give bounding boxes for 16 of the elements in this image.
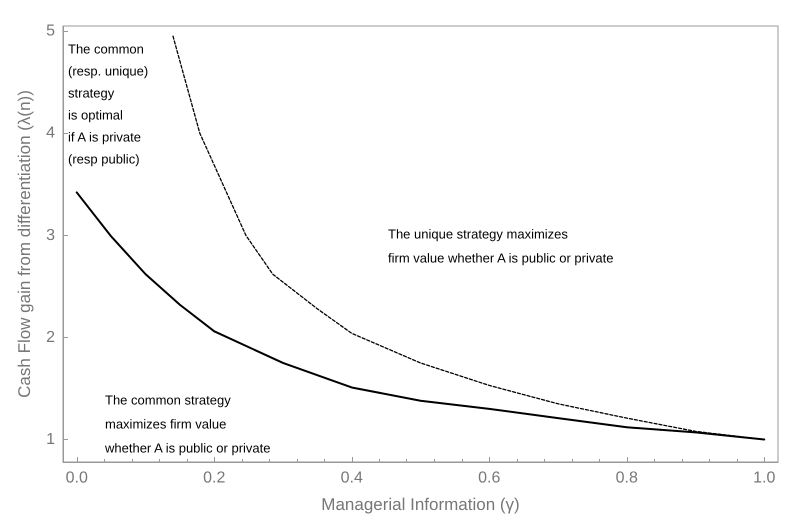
y-tick-label: 5 (46, 22, 56, 40)
x-tick-label: 0.8 (616, 470, 638, 486)
y-tick-label: 3 (46, 226, 56, 244)
y-tick-label: 1 (46, 431, 56, 448)
x-axis-title: Managerial Information (γ) (321, 495, 520, 514)
y-axis-title: Cash Flow gain from differentiation (λ(n)) (15, 90, 34, 398)
y-tick-label: 2 (46, 328, 56, 346)
annotation: The common strategy maximizes firm value whether A is public or private (104, 392, 270, 456)
x-tick-label: 1.0 (753, 470, 776, 486)
x-tick-label: 0.0 (66, 470, 88, 486)
annotation: The unique strategy maximizes firm value whether A is public or private (388, 226, 614, 266)
x-tick-label: 0.6 (478, 470, 500, 486)
annotation: The common (resp. unique) strategy is optimal if A is private (resp public) (68, 42, 148, 166)
x-tick-label: 0.4 (340, 470, 363, 486)
y-tick-label: 4 (46, 124, 56, 142)
x-tick-label: 0.2 (203, 470, 226, 486)
